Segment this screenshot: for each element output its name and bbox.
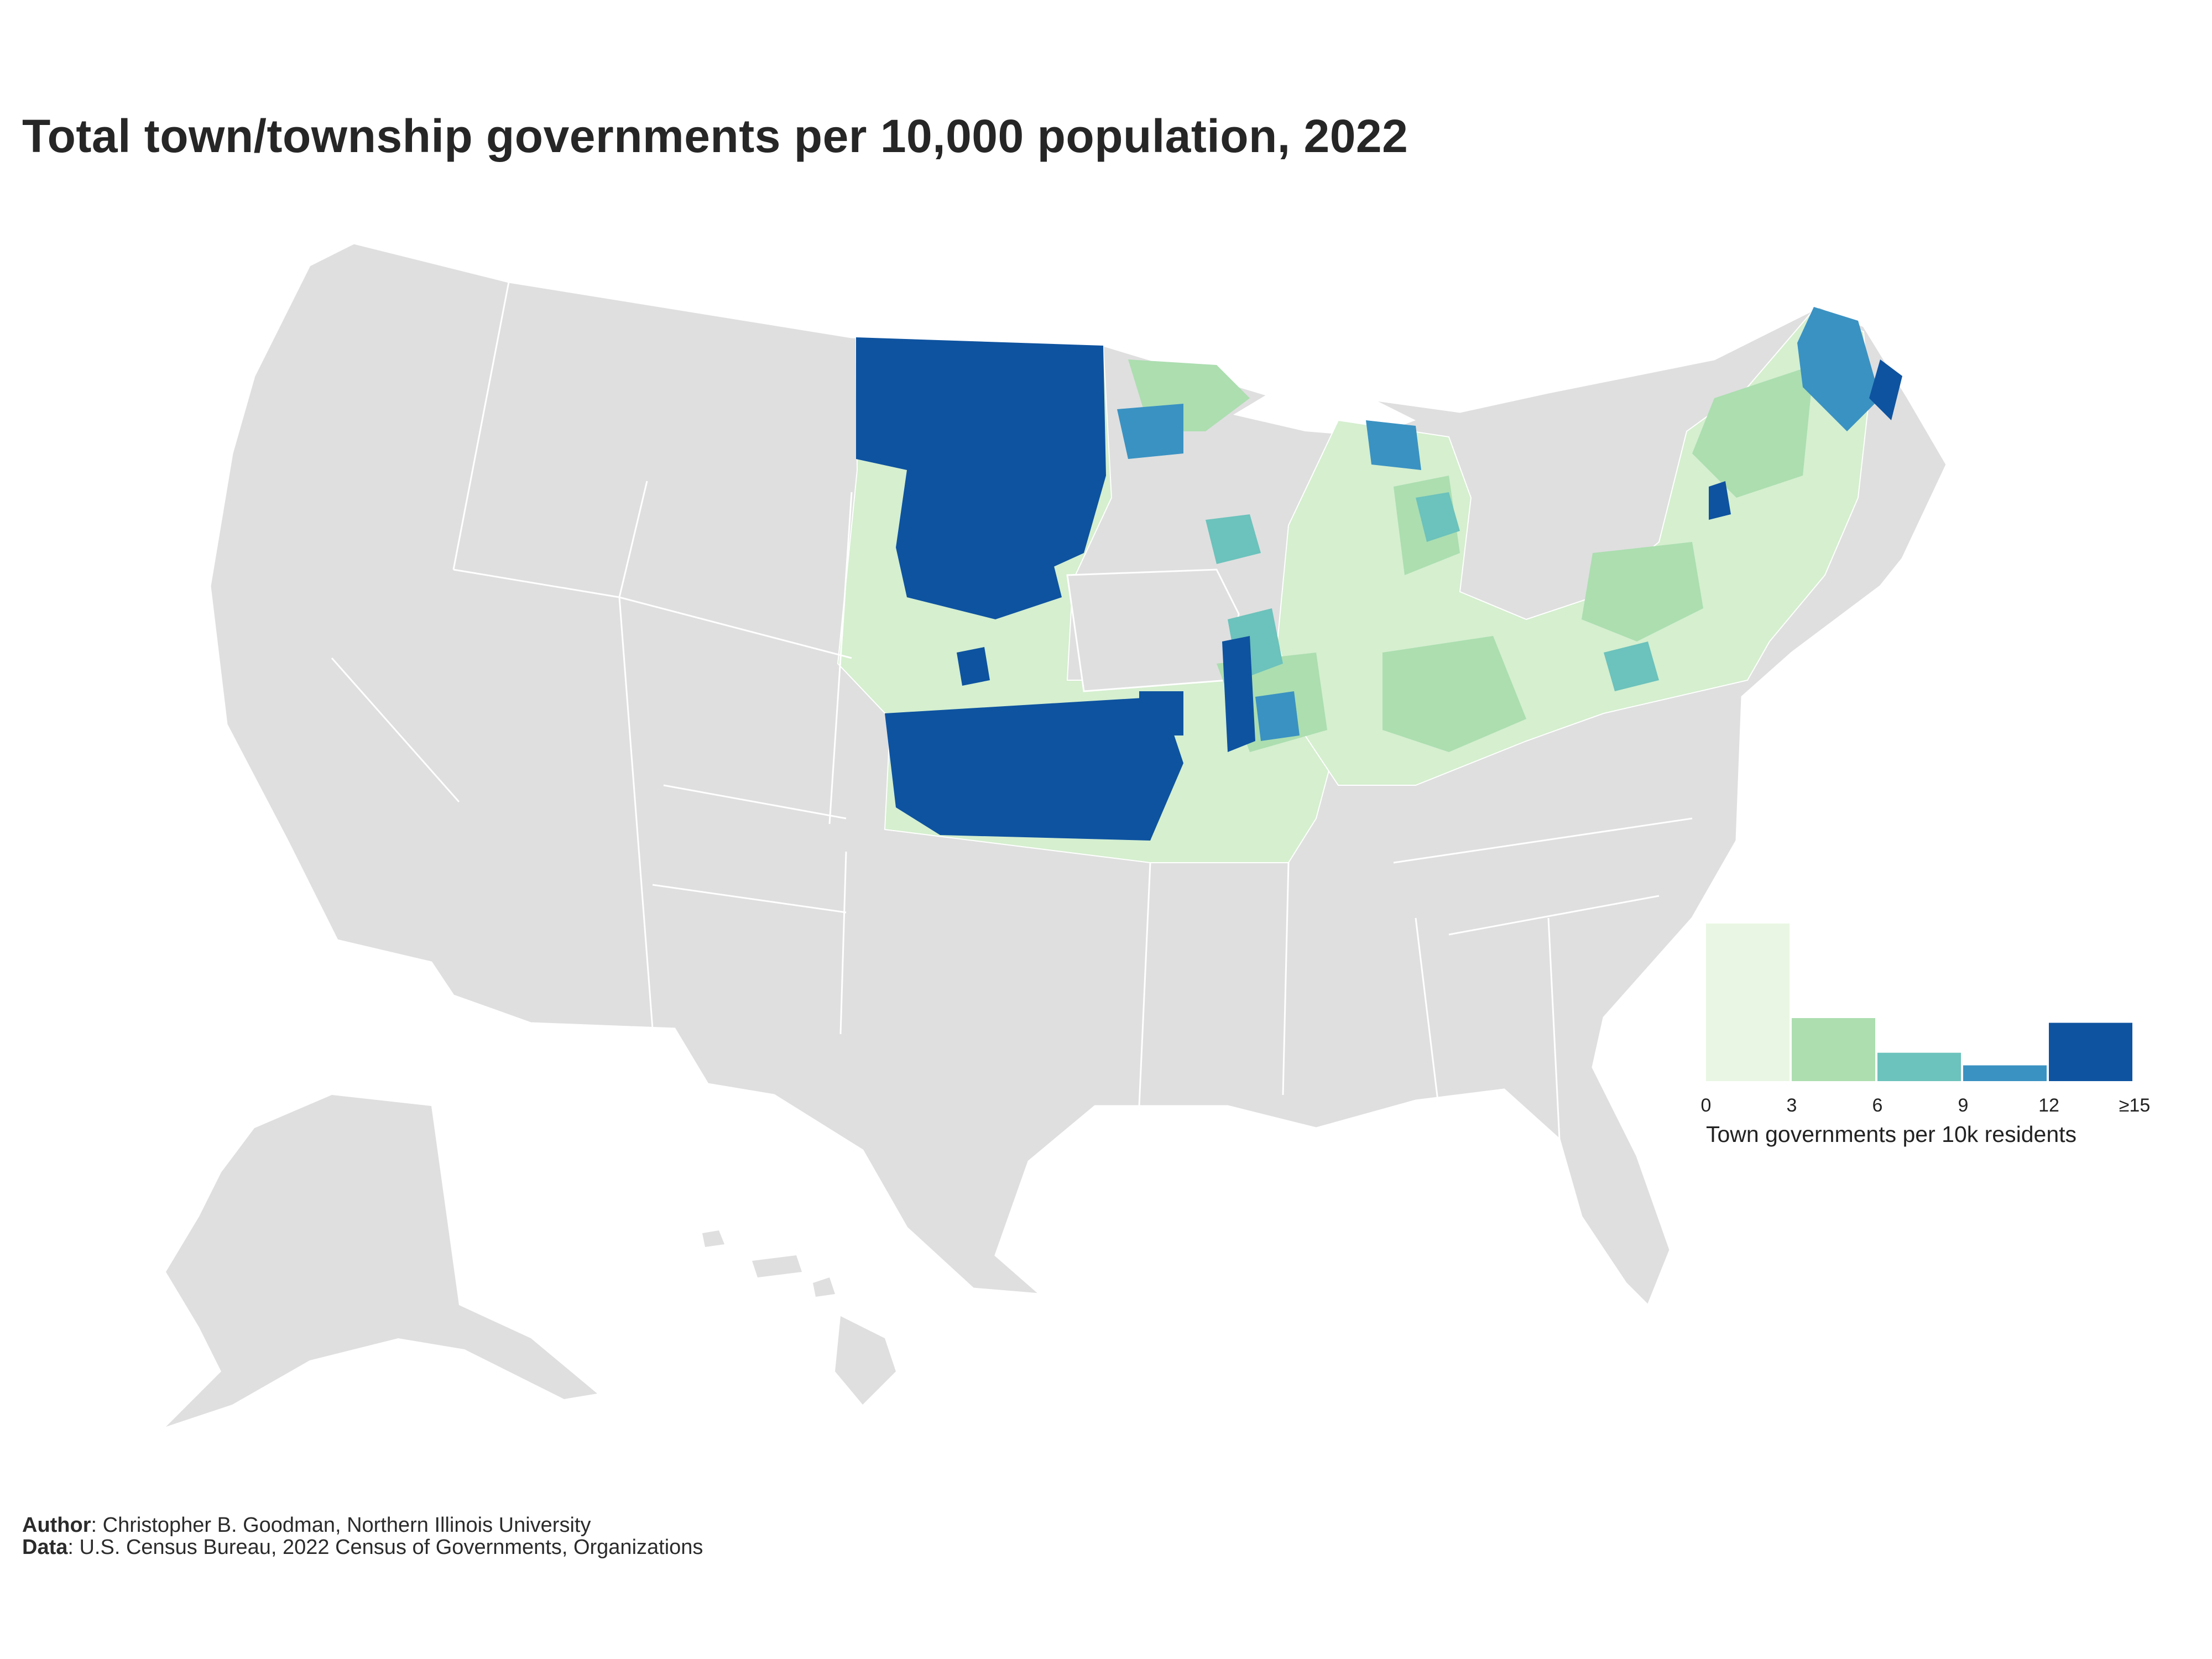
region-iowa	[1066, 568, 1240, 692]
state-borders	[331, 281, 1693, 1140]
credits: Author: Christopher B. Goodman, Northern…	[22, 1514, 703, 1558]
hawaii-shape	[702, 1230, 896, 1405]
data-text: : U.S. Census Bureau, 2022 Census of Gov…	[67, 1536, 703, 1559]
class-9-12-areas	[1117, 307, 1880, 741]
author-text: : Christopher B. Goodman, Northern Illin…	[91, 1514, 591, 1537]
class-15-plus-areas	[856, 337, 1902, 841]
alaska-shape	[166, 1095, 597, 1427]
class-6-9-areas	[1206, 492, 1659, 691]
data-label: Data	[22, 1536, 68, 1559]
chart-title: Total town/township governments per 10,0…	[22, 110, 1408, 162]
author-label: Author	[22, 1514, 91, 1537]
